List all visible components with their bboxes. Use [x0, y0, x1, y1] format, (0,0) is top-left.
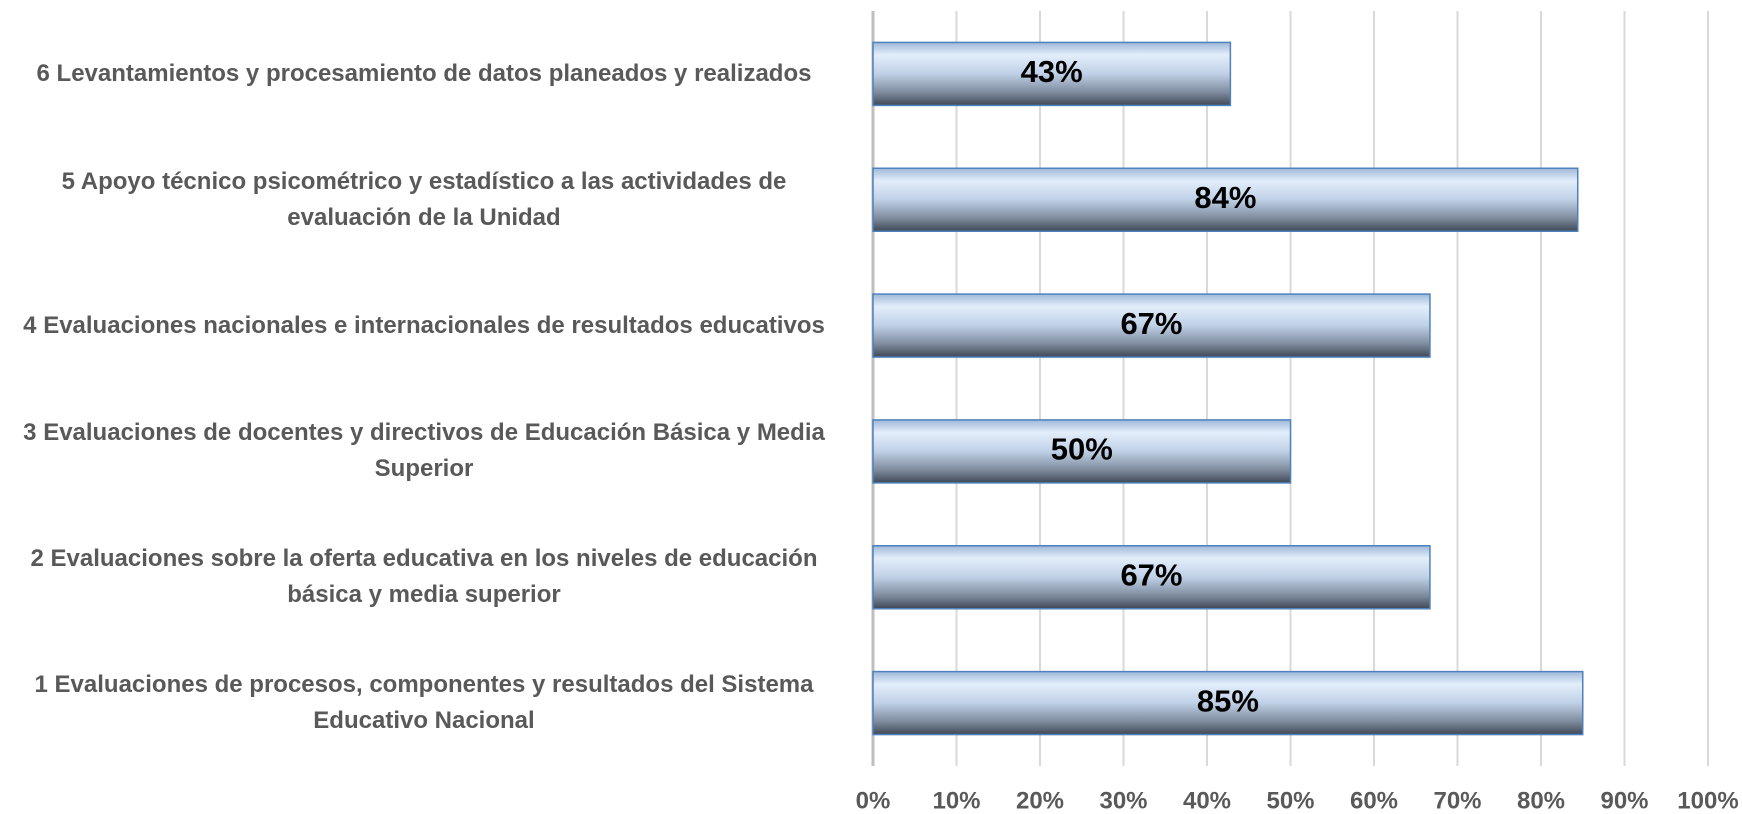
x-tick-label: 20% [1016, 787, 1064, 814]
bar [872, 41, 1232, 107]
category-label: 5 Apoyo técnico psicométrico y estadísti… [61, 167, 787, 231]
bar [872, 419, 1292, 484]
data-label: 85% [1197, 683, 1259, 718]
x-tick-label: 40% [1183, 787, 1231, 814]
category-label: 2 Evaluaciones sobre la oferta educativa… [30, 545, 818, 609]
bar [872, 670, 1584, 736]
x-tick-label: 80% [1517, 787, 1565, 814]
x-tick-label: 0% [856, 787, 891, 814]
category-label: 4 Evaluaciones nacionales e internaciona… [23, 311, 825, 339]
data-label: 50% [1051, 432, 1113, 467]
x-tick-label: 100% [1677, 787, 1738, 814]
x-tick-label: 10% [932, 787, 980, 814]
data-label: 67% [1120, 557, 1182, 592]
bar [872, 167, 1579, 232]
x-tick-label: 90% [1600, 787, 1648, 814]
data-label: 43% [1021, 54, 1083, 89]
category-label: 1 Evaluaciones de procesos, componentes … [34, 671, 814, 735]
category-label: 3 Evaluaciones de docentes y directivos … [23, 419, 825, 483]
bar [872, 545, 1431, 610]
x-tick-label: 70% [1433, 787, 1481, 814]
data-label: 67% [1120, 306, 1182, 341]
data-label: 84% [1194, 180, 1256, 215]
x-tick-label: 50% [1266, 787, 1314, 814]
category-label: 6 Levantamientos y procesamiento de dato… [36, 59, 812, 87]
bar [872, 293, 1431, 358]
x-tick-label: 30% [1099, 787, 1147, 814]
x-tick-label: 60% [1350, 787, 1398, 814]
